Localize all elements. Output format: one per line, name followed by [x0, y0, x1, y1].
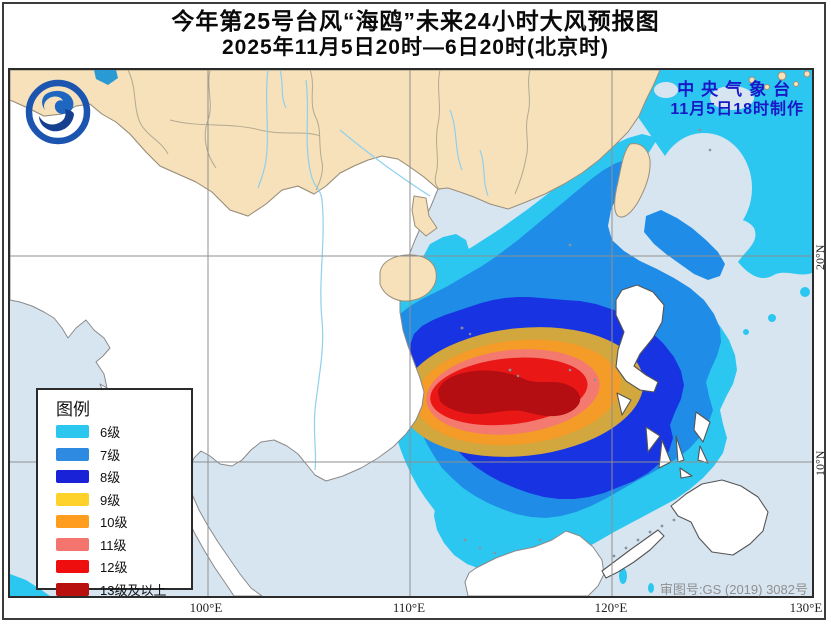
lon-label-120e: 120°E	[594, 600, 628, 615]
agency-issued-time: 11月5日18时制作	[670, 101, 804, 118]
foreign-land-layer	[10, 99, 769, 596]
lon-label-110e: 110°E	[392, 600, 426, 615]
legend-swatch	[56, 537, 89, 551]
legend-item-11级: 11级	[56, 537, 191, 553]
legend-item-6级: 6级	[56, 425, 191, 440]
wind-level13-layer	[438, 370, 581, 417]
legend-label: 10级	[100, 515, 128, 530]
lon-label-130e: 130°E	[789, 600, 823, 615]
agency-stamp: 中央气象台 11月5日18时制作	[670, 80, 804, 120]
legend-label: 11级	[100, 537, 127, 553]
legend-label: 9级	[100, 492, 121, 508]
agency-name: 中央气象台	[677, 80, 798, 99]
legend-label: 7级	[100, 447, 121, 463]
legend-swatch	[56, 492, 89, 506]
title-line-1: 今年第25号台风“海鸥”未来24小时大风预报图	[171, 8, 660, 34]
legend-item-12级: 12级	[56, 560, 191, 575]
island-specks-layer	[460, 108, 712, 558]
legend-item-7级: 7级	[56, 447, 191, 463]
legend-item-9级: 9级	[56, 492, 191, 508]
lon-label-100e: 100°E	[189, 600, 223, 615]
cma-logo-icon	[25, 79, 91, 145]
legend-swatch	[56, 560, 89, 573]
china-land-layer	[10, 70, 811, 302]
title-line-2: 2025年11月5日20时—6日20时(北京时)	[222, 36, 609, 59]
legend-swatch	[56, 470, 89, 483]
map-canvas	[10, 70, 812, 596]
legend-swatch	[56, 425, 89, 438]
rivers-layer	[257, 70, 489, 471]
wind-legend: 图例 6级 7级 8级 9级 10级 11级 12级 13级及以上	[36, 388, 193, 598]
legend-swatch	[56, 447, 89, 461]
legend-title: 图例	[56, 400, 90, 419]
legend-item-13级及以上: 13级及以上	[56, 582, 191, 598]
legend-label: 13级及以上	[100, 582, 167, 598]
legend-label: 8级	[100, 470, 121, 485]
lat-label-10n: 10°N	[813, 450, 827, 476]
cma-logo	[24, 78, 92, 146]
graticule-layer	[10, 70, 812, 596]
legend-item-8级: 8级	[56, 470, 191, 485]
lat-label-20n: 20°N	[813, 244, 827, 270]
legend-swatch	[56, 515, 89, 528]
lake-layer	[94, 70, 118, 85]
map-title: 今年第25号台风“海鸥”未来24小时大风预报图 2025年11月5日20时—6日…	[0, 7, 831, 61]
legend-label: 6级	[100, 425, 121, 440]
legend-swatch	[56, 582, 89, 596]
legend-items: 6级 7级 8级 9级 10级 11级 12级 13级及以上	[56, 425, 191, 598]
legend-label: 12级	[100, 560, 128, 575]
map-license-number: 审图号:GS (2019) 3082号	[659, 582, 808, 597]
legend-item-10级: 10级	[56, 515, 191, 530]
